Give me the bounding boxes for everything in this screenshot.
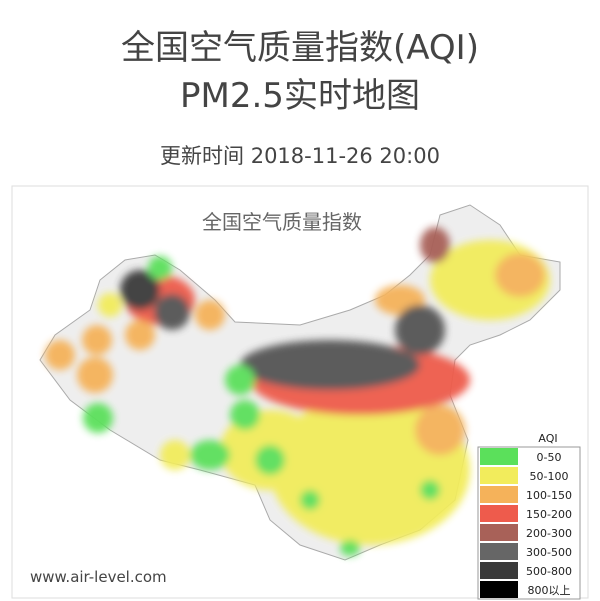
aqi-blob (420, 480, 440, 500)
aqi-blob (415, 405, 465, 455)
title-line: 全国空气质量指数(AQI) (121, 28, 479, 68)
legend-swatch (480, 581, 518, 598)
aqi-blob (340, 540, 360, 556)
legend: AQI 0-50 50-100 100-150 150-200 200-300 300-5… (477, 432, 581, 600)
legend-label: 150-200 (526, 508, 572, 521)
legend-label: 200-300 (526, 527, 572, 540)
aqi-blob (300, 490, 320, 510)
legend-swatch (480, 467, 518, 484)
aqi-blob (125, 320, 155, 350)
legend-label: 50-100 (530, 470, 569, 483)
aqi-blob (195, 300, 225, 330)
aqi-blob (83, 403, 113, 433)
legend-label: 500-800 (526, 565, 572, 578)
legend-swatch (480, 505, 518, 522)
aqi-blob (98, 293, 122, 317)
aqi-blobs (45, 227, 550, 556)
aqi-blob (45, 340, 75, 370)
aqi-blob (225, 365, 255, 395)
aqi-blob (495, 253, 545, 297)
aqi-blob (82, 325, 112, 355)
aqi-blob (240, 340, 420, 390)
aqi-blob (154, 294, 190, 330)
legend-label: 100-150 (526, 489, 572, 502)
aqi-blob (395, 305, 445, 355)
map-title: 全国空气质量指数 (202, 210, 362, 234)
timestamp: 更新时间 2018-11-26 20:00 (160, 144, 440, 168)
legend-label: 0-50 (537, 451, 562, 464)
legend-swatch (480, 543, 518, 560)
aqi-blob (230, 400, 260, 430)
aqi-blob (120, 270, 160, 310)
watermark: www.air-level.com (30, 568, 167, 586)
legend-swatch (480, 448, 518, 465)
legend-label: 300-500 (526, 546, 572, 559)
legend-swatch (480, 524, 518, 541)
title-line: PM2.5实时地图 (180, 76, 420, 116)
aqi-blob (160, 440, 190, 470)
aqi-blob (255, 445, 285, 475)
aqi-blob (77, 357, 113, 393)
aqi-blob (148, 256, 172, 280)
aqi-blob (420, 227, 450, 263)
legend-label: 800以上 (528, 584, 571, 597)
legend-swatch (480, 486, 518, 503)
legend-title: AQI (538, 432, 557, 445)
aqi-blob (190, 440, 230, 470)
legend-swatch (480, 562, 518, 579)
